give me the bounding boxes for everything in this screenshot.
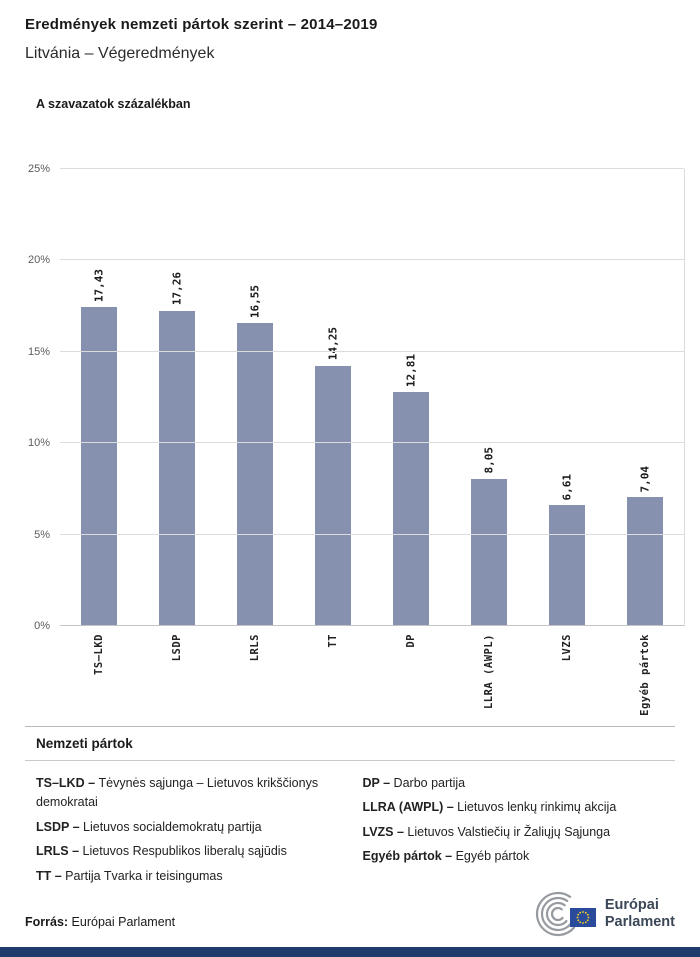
- bar-value-label: 12,81: [404, 353, 418, 387]
- gridline: [60, 533, 684, 535]
- x-axis-label: LSDP: [171, 634, 183, 662]
- legend-heading: Nemzeti pártok: [36, 736, 133, 751]
- hemicycle-icon: [535, 891, 596, 937]
- legend-column: TS–LKD – Tėvynės sąjunga – Lietuvos krik…: [36, 774, 349, 891]
- legend-name: Partija Tvarka ir teisingumas: [65, 868, 223, 883]
- bar-value-label: 14,25: [326, 327, 340, 361]
- bar-value-label: 7,04: [638, 465, 652, 493]
- bottom-accent-bar: [0, 947, 700, 957]
- bar-value-label: 16,55: [248, 285, 262, 319]
- bar-column: 6,61 LVZS: [528, 169, 606, 661]
- footer: Forrás: Európai Parlament: [25, 891, 675, 937]
- legend-name: Lietuvos lenkų rinkimų akcija: [457, 800, 617, 815]
- bar: [237, 323, 273, 626]
- ep-logo-line2: Parlament: [604, 914, 675, 930]
- ep-logo: Európai Parlament: [534, 891, 675, 937]
- bar-column: 17,43 TS–LKD: [60, 169, 138, 675]
- y-axis-tick-label: 5%: [34, 528, 50, 541]
- gridline: [60, 625, 684, 626]
- legend-item: LVZS – Lietuvos Valstiečių ir Žaliųjų Są…: [363, 823, 662, 842]
- header: Eredmények nemzeti pártok szerint – 2014…: [0, 0, 700, 63]
- legend-item: Egyéb pártok – Egyéb pártok: [363, 847, 662, 866]
- bar-value-label: 17,43: [92, 269, 106, 303]
- page-subtitle: Litvánia – Végeredmények: [25, 45, 215, 62]
- y-axis-tick-label: 25%: [27, 163, 50, 175]
- legend-abbr: TS–LKD –: [36, 776, 99, 790]
- chart-axis-caption: A szavazatok százalékban: [36, 97, 191, 111]
- legend-columns: TS–LKD – Tėvynės sąjunga – Lietuvos krik…: [25, 760, 675, 891]
- bar-value-label: 17,26: [170, 272, 184, 306]
- legend-item: LRLS – Lietuvos Respublikos liberalų sąj…: [36, 842, 335, 861]
- x-axis-label: Egyéb pártok: [639, 634, 651, 716]
- legend-name: Darbo partija: [393, 776, 466, 790]
- bar: [393, 391, 429, 626]
- legend-abbr: LSDP –: [36, 819, 84, 834]
- legend-item: DP – Darbo partija: [363, 774, 662, 793]
- bar-value-label: 6,61: [560, 473, 574, 501]
- legend-item: TS–LKD – Tėvynės sąjunga – Lietuvos krik…: [36, 774, 335, 813]
- bar-column: 16,55 LRLS: [216, 169, 294, 661]
- source-note: Forrás: Európai Parlament: [25, 915, 175, 929]
- bar: [81, 307, 117, 626]
- gridline: [60, 168, 684, 169]
- x-axis-label: DP: [405, 634, 417, 648]
- legend-abbr: LLRA (AWPL) –: [362, 800, 458, 815]
- bar: [159, 310, 195, 626]
- y-axis-tick-label: 0%: [34, 620, 50, 632]
- y-axis-tick-label: 15%: [27, 345, 50, 358]
- legend-item: LSDP – Lietuvos socialdemokratų partija: [36, 818, 335, 837]
- bar-value-label: 8,05: [482, 447, 496, 474]
- source-text: Európai Parlament: [68, 915, 176, 929]
- bar: [315, 365, 351, 626]
- y-axis-tick-label: 20%: [27, 254, 50, 267]
- legend-name: Lietuvos Respublikos liberalų sąjūdis: [82, 844, 287, 859]
- legend-abbr: DP –: [362, 776, 394, 790]
- x-axis-label: TT: [327, 634, 339, 648]
- ep-logo-text: Európai Parlament: [605, 897, 675, 930]
- x-axis-label: LLRA (AWPL): [483, 634, 495, 710]
- bar-column: 14,25 TT: [294, 169, 372, 648]
- source-label: Forrás:: [25, 915, 69, 929]
- legend-name: Tėvynės sąjunga – Lietuvos krikščionys d…: [36, 776, 319, 810]
- ep-logo-line1: Európai: [604, 897, 659, 914]
- plot-area: 17,43 TS–LKD 17,26 LSDP 16,55 LRLS 14,25 TT 12,8…: [28, 163, 685, 716]
- legend-item: TT – Partija Tvarka ir teisingumas: [36, 867, 335, 886]
- legend-name: Lietuvos Valstiečių ir Žaliųjų Sąjunga: [407, 824, 611, 839]
- gridline: [60, 350, 684, 352]
- legend-item: LLRA (AWPL) – Lietuvos lenkų rinkimų akc…: [363, 798, 662, 817]
- eu-flag-icon: [569, 908, 596, 927]
- legend-abbr: TT –: [36, 868, 66, 883]
- gridline: [60, 442, 684, 444]
- y-axis-tick-label: 10%: [27, 437, 50, 450]
- legend-section: Nemzeti pártok TS–LKD – Tėvynės sąjunga …: [25, 726, 675, 891]
- page-title: Eredmények nemzeti pártok szerint – 2014…: [25, 16, 378, 33]
- bar: [549, 505, 585, 626]
- legend-name: Egyéb pártok: [455, 849, 530, 864]
- bar-column: 8,05 LLRA (AWPL): [450, 169, 528, 709]
- x-axis-label: LVZS: [561, 634, 573, 662]
- x-axis-label: TS–LKD: [93, 634, 105, 675]
- bars-row: 17,43 TS–LKD 17,26 LSDP 16,55 LRLS 14,25 TT 12,8…: [60, 169, 684, 716]
- legend-column: DP – Darbo partija LLRA (AWPL) – Lietuvos…: [349, 774, 676, 891]
- bar: [627, 497, 663, 626]
- x-axis-label: LRLS: [249, 634, 261, 662]
- bar-column: 7,04 Egyéb pártok: [606, 169, 684, 716]
- bar-column: 12,81 DP: [372, 169, 450, 648]
- legend-abbr: LVZS –: [362, 824, 408, 839]
- bar: [471, 478, 507, 626]
- gridline: [60, 259, 684, 261]
- legend-abbr: Egyéb pártok –: [362, 849, 456, 864]
- legend-name: Lietuvos socialdemokratų partija: [83, 819, 262, 834]
- legend-abbr: LRLS –: [36, 844, 83, 859]
- bar-column: 17,26 LSDP: [138, 169, 216, 661]
